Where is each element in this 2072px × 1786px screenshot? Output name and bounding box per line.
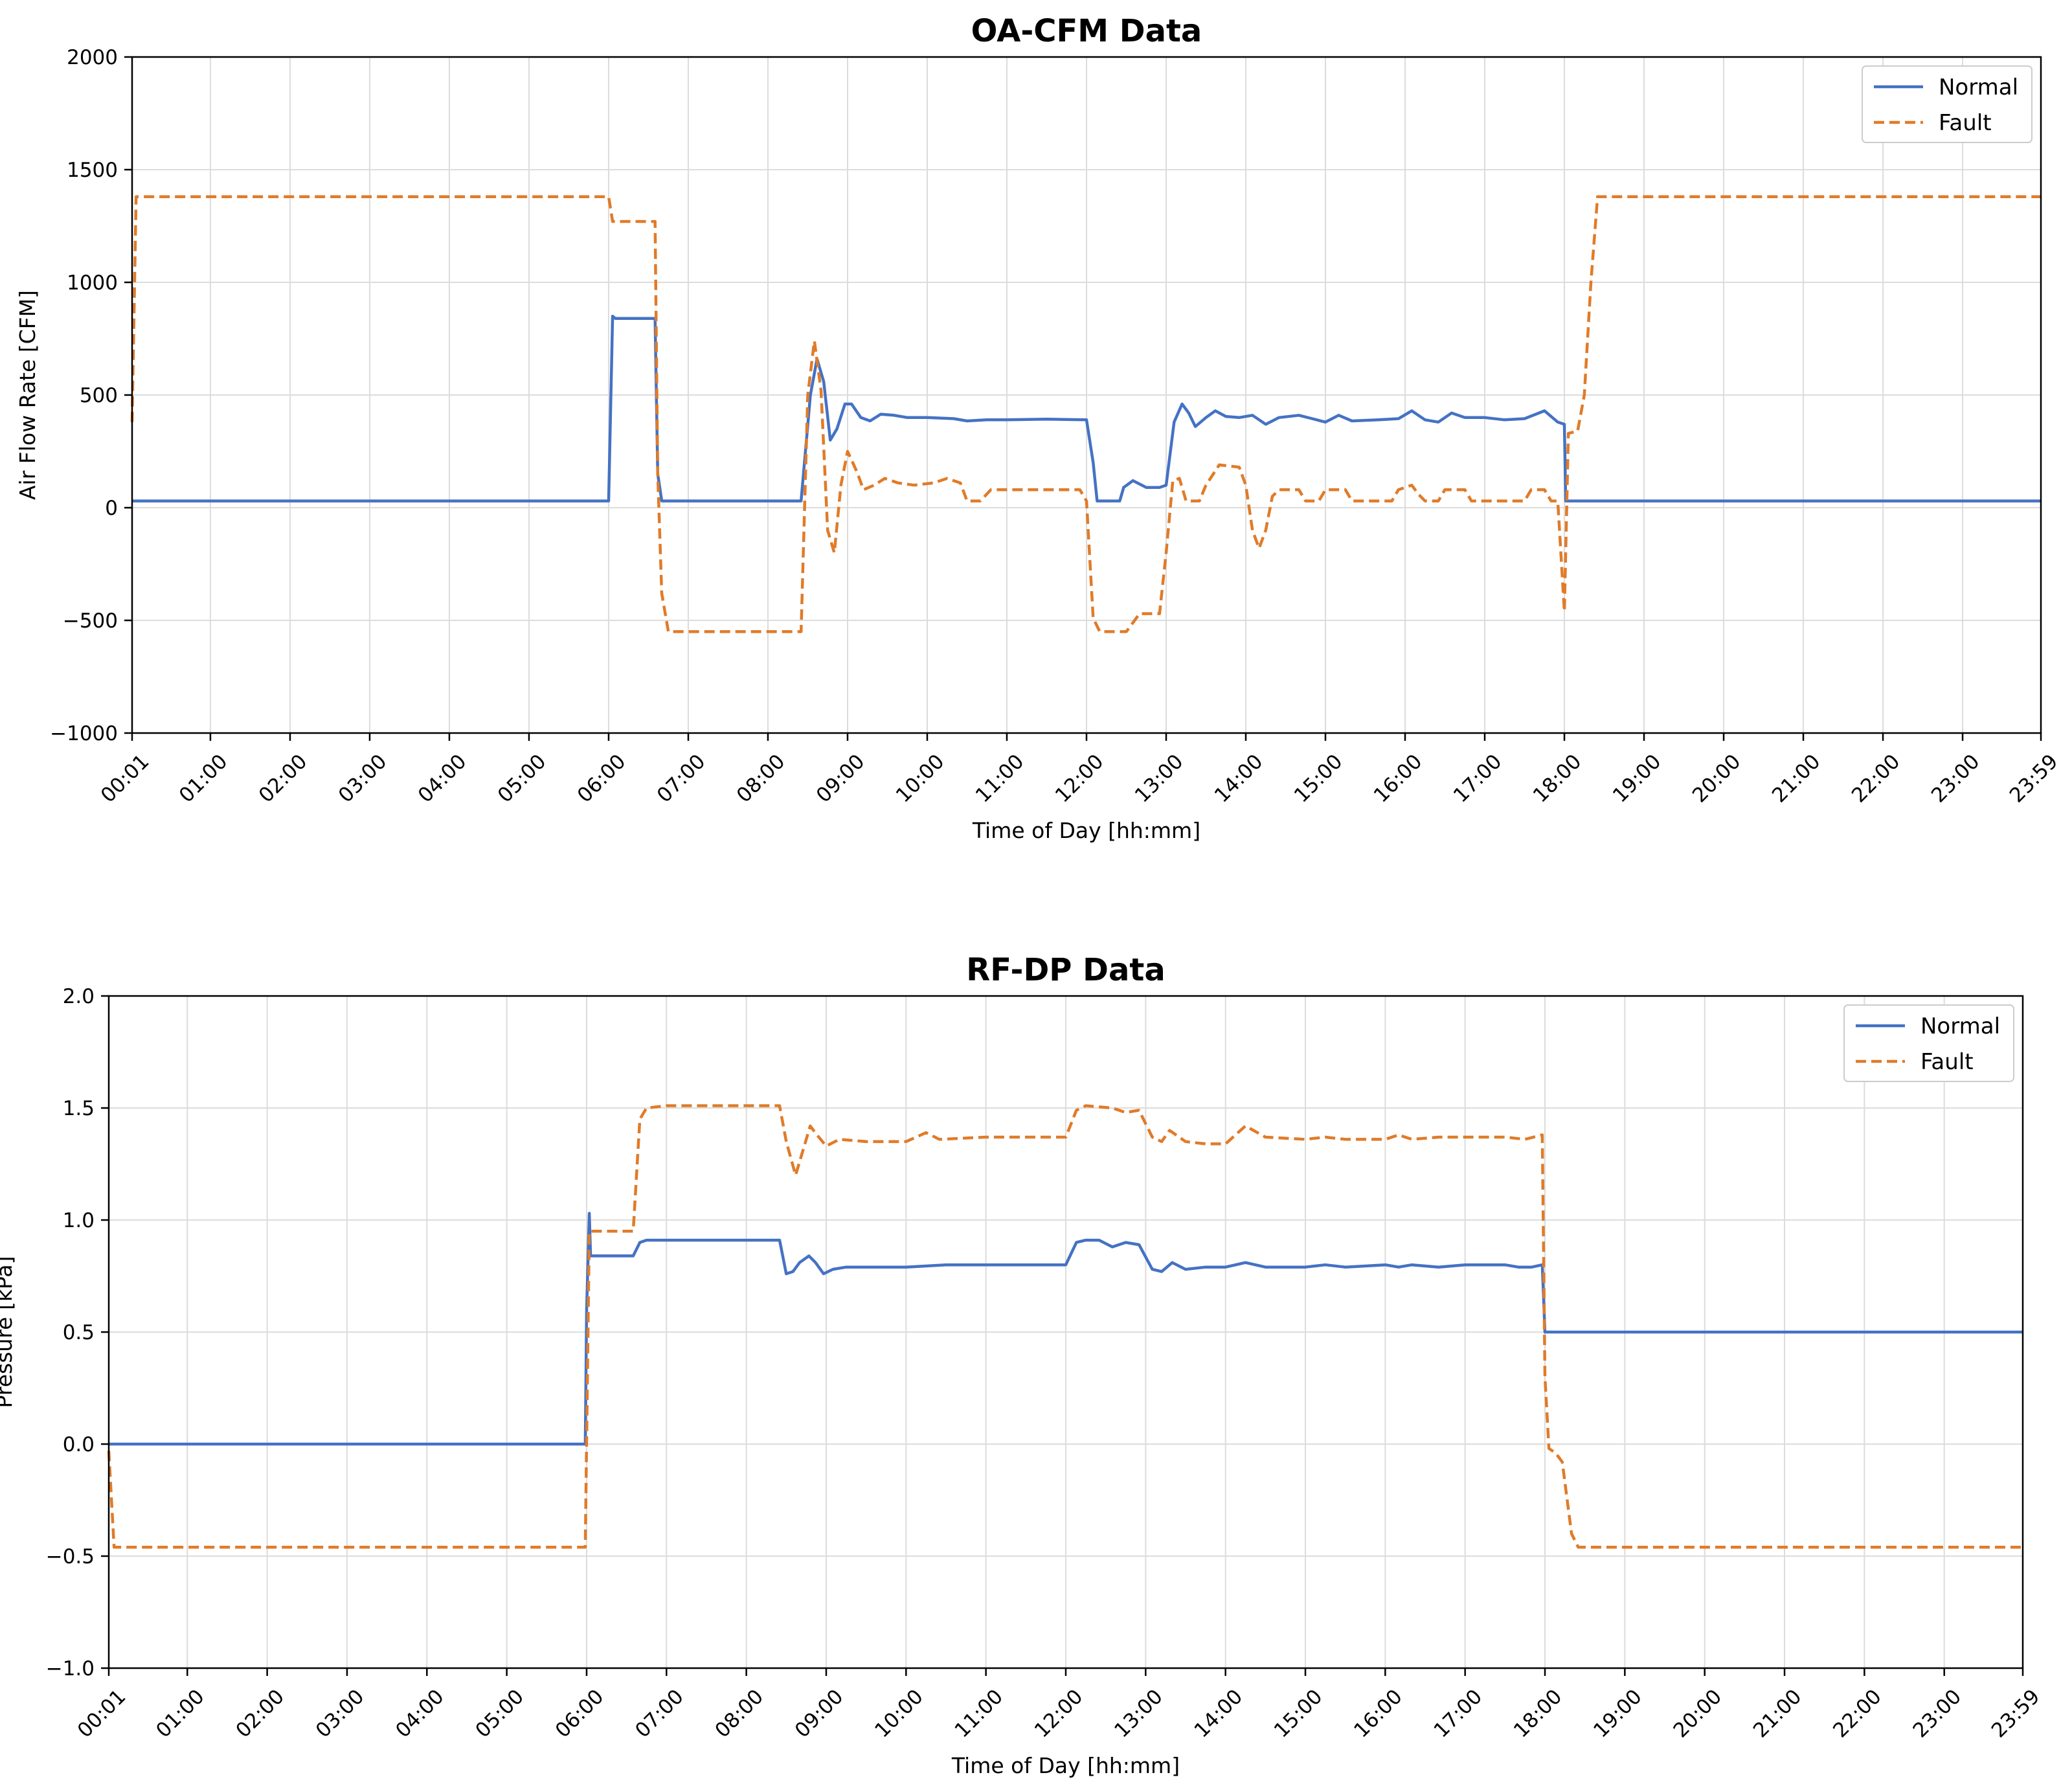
x-tick-label: 08:00	[732, 750, 790, 808]
x-tick-label: 11:00	[971, 750, 1029, 808]
legend: Normal Fault	[1843, 1004, 2014, 1082]
x-tick-label: 07:00	[653, 750, 710, 808]
chart-title: OA-CFM Data	[971, 13, 1202, 49]
x-tick-label: 21:00	[1768, 750, 1825, 808]
plot-area: 00:01 01:00 02:00 03:00 04:00 05:00 06:00 07:00…	[46, 985, 2045, 1743]
x-tick-label: 01:00	[175, 750, 232, 808]
x-tick-label: 12:00	[1030, 1685, 1088, 1743]
legend-label-fault: Fault	[1920, 1049, 1974, 1075]
x-tick-label: 11:00	[951, 1685, 1008, 1743]
y-tick-label: 0	[105, 497, 118, 520]
x-tick-label: 23:00	[1927, 750, 1985, 808]
chart-title: RF-DP Data	[966, 952, 1166, 988]
x-tick-label: 17:00	[1430, 1685, 1487, 1743]
x-tick-label: 09:00	[812, 750, 870, 808]
y-tick-label: 1.5	[63, 1097, 95, 1120]
x-tick-label: 10:00	[892, 750, 949, 808]
y-tick-label: 2000	[67, 46, 118, 69]
x-tick-label: 02:00	[231, 1685, 289, 1743]
x-tick-label: 18:00	[1529, 750, 1586, 808]
legend-box	[1843, 1004, 2014, 1082]
x-tick-label: 16:00	[1349, 1685, 1407, 1743]
series-line-normal	[109, 1212, 2023, 1446]
legend: Normal Fault	[1862, 65, 2033, 143]
x-tick-label: 06:00	[551, 1685, 609, 1743]
x-tick-label: 06:00	[573, 750, 631, 808]
series-line-normal	[132, 314, 2041, 503]
plot-area: 00:01 01:00 02:00 03:00 04:00 05:00 06:00 07:00…	[50, 46, 2062, 808]
x-tick-label: 03:00	[311, 1685, 369, 1743]
x-axis-label: Time of Day [hh:mm]	[951, 1753, 1180, 1778]
x-tick-label: 21:00	[1749, 1685, 1807, 1743]
series-line-fault	[107, 1104, 2023, 1549]
x-tick-label: 04:00	[391, 1685, 449, 1743]
y-tick-label: −1000	[50, 722, 118, 745]
x-tick-label: 17:00	[1449, 750, 1507, 808]
x-tick-label: 16:00	[1369, 750, 1427, 808]
x-tick-label: 02:00	[254, 750, 312, 808]
x-tick-label: 14:00	[1190, 1685, 1248, 1743]
legend-label-normal: Normal	[1939, 74, 2018, 100]
y-tick-label: 0.0	[63, 1433, 95, 1456]
y-tick-label: −500	[63, 609, 118, 633]
x-tick-label: 22:00	[1847, 750, 1905, 808]
chart-oa-cfm: OA-CFM Data Time of Day [hh:mm] Air Flow…	[15, 13, 2063, 843]
legend-box	[1862, 65, 2033, 143]
legend-label-normal: Normal	[1920, 1013, 2000, 1039]
x-tick-label: 20:00	[1688, 750, 1746, 808]
x-tick-label: 22:00	[1829, 1685, 1886, 1743]
x-tick-label: 23:59	[2005, 750, 2063, 808]
x-tick-label: 13:00	[1131, 750, 1188, 808]
x-tick-label: 08:00	[711, 1685, 769, 1743]
x-tick-label: 14:00	[1210, 750, 1268, 808]
series-line-fault	[130, 195, 2041, 633]
x-tick-label: 19:00	[1589, 1685, 1647, 1743]
y-tick-label: −1.0	[46, 1657, 95, 1680]
x-tick-label: 04:00	[414, 750, 471, 808]
y-tick-label: −0.5	[46, 1545, 95, 1568]
y-tick-label: 1000	[67, 271, 118, 295]
x-tick-label: 05:00	[471, 1685, 529, 1743]
y-tick-label: 2.0	[63, 985, 95, 1008]
x-tick-label: 23:59	[1987, 1685, 2045, 1743]
x-tick-label: 15:00	[1290, 750, 1347, 808]
x-tick-label: 03:00	[334, 750, 392, 808]
y-axis-label: Pressure [kPa]	[0, 1256, 17, 1408]
y-tick-label: 1500	[67, 159, 118, 182]
x-tick-label: 00:01	[73, 1685, 131, 1743]
x-tick-label: 19:00	[1608, 750, 1666, 808]
y-tick-label: 1.0	[63, 1209, 95, 1232]
x-tick-label: 23:00	[1909, 1685, 1966, 1743]
legend-label-fault: Fault	[1939, 110, 1992, 136]
x-tick-label: 15:00	[1270, 1685, 1327, 1743]
x-tick-label: 05:00	[493, 750, 551, 808]
y-axis-label: Air Flow Rate [CFM]	[15, 290, 40, 500]
x-tick-label: 10:00	[870, 1685, 928, 1743]
x-tick-label: 20:00	[1669, 1685, 1727, 1743]
y-tick-label: 500	[80, 384, 118, 407]
x-tick-label: 12:00	[1051, 750, 1109, 808]
x-tick-label: 09:00	[791, 1685, 848, 1743]
x-axis-label: Time of Day [hh:mm]	[972, 818, 1200, 843]
x-tick-label: 07:00	[631, 1685, 688, 1743]
chart-rf-dp: RF-DP Data Time of Day [hh:mm] Pressure …	[0, 952, 2045, 1778]
x-tick-label: 13:00	[1110, 1685, 1167, 1743]
x-tick-label: 00:01	[96, 750, 154, 808]
y-tick-label: 0.5	[63, 1321, 95, 1344]
x-tick-label: 01:00	[152, 1685, 209, 1743]
x-tick-label: 18:00	[1509, 1685, 1567, 1743]
